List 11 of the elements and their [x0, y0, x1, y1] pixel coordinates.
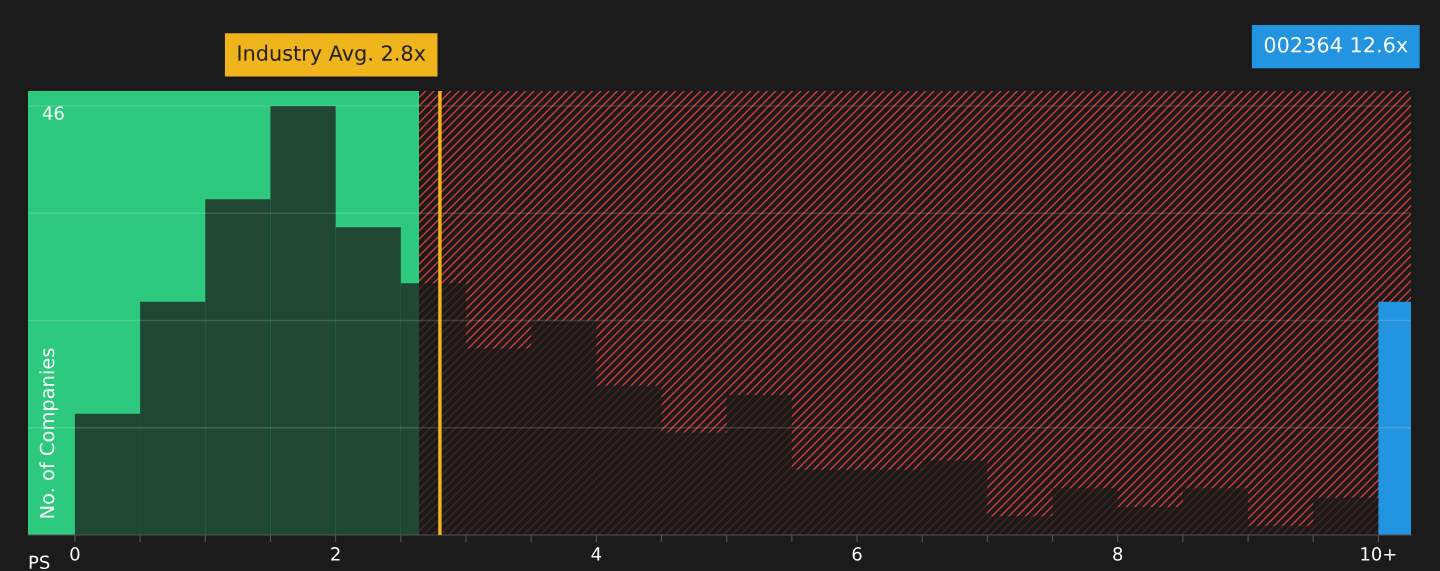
x-tick-label: 4 [591, 547, 602, 561]
x-tick-label: 0 [70, 547, 80, 561]
y-tick-label: 46 [42, 106, 64, 120]
x-axis-title: PS [29, 555, 50, 570]
ref-line-label: Industry Avg. 2.8x [238, 44, 426, 65]
x-tick-label: 8 [1113, 547, 1123, 561]
x-tick-label: 6 [852, 547, 862, 561]
text: 002364 12.6x [1264, 36, 1408, 53]
y-axis-title: No. of Companies [39, 348, 59, 518]
x-tick-label: 10+ [1361, 547, 1396, 561]
x-tick-label: 2 [331, 547, 340, 561]
